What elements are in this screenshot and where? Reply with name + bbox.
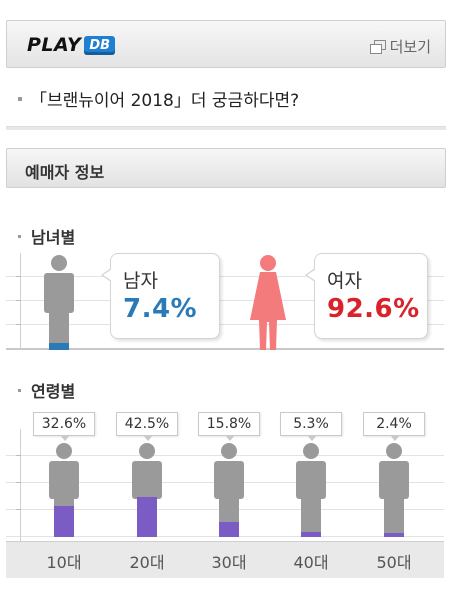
bullet-icon [18, 234, 21, 238]
age-subtitle: 연령별 [18, 378, 75, 402]
female-bubble: 여자 92.6% [305, 253, 428, 339]
divider [6, 126, 446, 130]
more-label: 더보기 [389, 38, 431, 56]
male-torso [44, 273, 74, 313]
age-percent-box: 42.5% [116, 412, 178, 441]
person-torso [296, 461, 326, 499]
age-percent-box: 15.8% [198, 412, 260, 441]
age-group-label: 50대 [376, 553, 412, 572]
age-fill-bar [384, 533, 404, 537]
person-icon [379, 443, 409, 537]
male-head [51, 255, 67, 271]
windows-icon [369, 40, 386, 54]
female-label: 여자 [327, 270, 362, 292]
person-head [386, 443, 402, 459]
bullet-icon [18, 388, 21, 392]
person-head [221, 443, 237, 459]
gender-subtitle: 남녀별 [18, 224, 75, 248]
age-label-strip [6, 541, 444, 578]
gender-title: 남녀별 [31, 228, 76, 247]
person-torso [379, 461, 409, 499]
gender-chart: 남자 7.4% 여자 92.6% [6, 253, 444, 350]
playdb-header-bar: PLAY DB 더보기 [6, 20, 446, 68]
female-percent: 92.6% [327, 294, 420, 324]
person-torso [214, 461, 244, 499]
female-body [250, 272, 286, 350]
more-link[interactable]: 더보기 [369, 36, 431, 57]
age-fill-bar [54, 506, 74, 537]
person-icon [132, 443, 162, 537]
promo-text: 「브랜뉴이어 2018」더 궁금하다면? [30, 91, 300, 111]
age-percent-box: 2.4% [363, 412, 425, 441]
person-torso [132, 461, 162, 499]
section-header: 예매자 정보 [6, 148, 446, 188]
age-group-label: 20대 [129, 553, 165, 572]
gender-axis-tick [16, 276, 21, 277]
age-group-label: 30대 [211, 553, 247, 572]
logo-play-text: PLAY [27, 34, 82, 56]
logo-db-badge: DB [84, 35, 116, 55]
gender-axis-tick [16, 300, 21, 301]
age-axis-tick [16, 455, 21, 456]
person-legs [384, 497, 404, 537]
person-head [56, 443, 72, 459]
age-fill-bar [219, 522, 239, 537]
age-percent-box: 32.6% [33, 412, 95, 441]
promo-link[interactable]: 「브랜뉴이어 2018」더 궁금하다면? [18, 86, 299, 111]
person-head [303, 443, 319, 459]
male-fill [49, 343, 69, 350]
bullet-icon [18, 96, 22, 101]
age-percent-box: 5.3% [280, 412, 342, 441]
age-fill-bar [301, 532, 321, 537]
gender-axis-tick [16, 324, 21, 325]
age-fill-bar [137, 497, 157, 537]
person-head [139, 443, 155, 459]
person-torso [49, 461, 79, 499]
person-icon [296, 443, 326, 537]
age-title: 연령별 [31, 382, 76, 401]
age-group-label: 10대 [46, 553, 82, 572]
section-title: 예매자 정보 [25, 163, 105, 182]
playdb-logo[interactable]: PLAY DB [27, 34, 116, 56]
male-percent: 7.4% [123, 294, 198, 324]
gender-axis [20, 253, 21, 350]
person-icon [49, 443, 79, 537]
age-axis [20, 429, 21, 541]
age-group-label: 40대 [293, 553, 329, 572]
male-label: 남자 [123, 270, 158, 292]
female-figure-icon [250, 255, 286, 350]
male-figure-icon [44, 255, 74, 350]
age-axis-tick [16, 509, 21, 510]
male-bubble: 남자 7.4% [101, 253, 220, 339]
person-legs [301, 497, 321, 537]
female-head [260, 255, 276, 271]
age-axis-tick [16, 482, 21, 483]
person-icon [214, 443, 244, 537]
male-legs [49, 311, 69, 350]
